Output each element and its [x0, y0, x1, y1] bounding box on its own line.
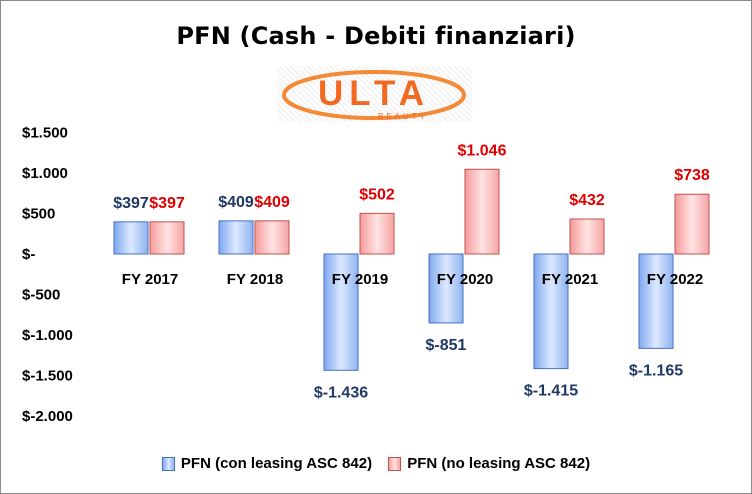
y-tick-label: $-2.000: [22, 408, 73, 425]
y-tick-label: $-1.500: [22, 368, 73, 385]
ulta-beauty-logo: ULTA BEAUTY: [277, 66, 472, 122]
data-labels: $397 $397 $409 $409 $-1.436 $502 $-851 $1.046 $-…: [113, 142, 710, 401]
category-label: FY 2018: [227, 271, 283, 288]
logo-subtitle: BEAUTY: [378, 112, 428, 121]
logo-wordmark: ULTA: [318, 74, 430, 113]
bar: [113, 221, 149, 255]
legend: PFN (con leasing ASC 842) PFN (no leasin…: [0, 455, 752, 475]
bar: [638, 253, 674, 349]
bar: [323, 253, 359, 371]
bar: [533, 253, 569, 370]
bar: [359, 212, 395, 255]
data-label: $397: [113, 195, 149, 212]
bars: [113, 168, 710, 371]
y-axis-tick-labels: $1.500 $1.000 $500 $- $-500 $-1.000 $-1.500 $-2…: [22, 125, 73, 426]
y-tick-label: $-1.000: [22, 327, 73, 344]
category-label: FY 2021: [542, 271, 598, 288]
bar: [674, 193, 710, 255]
bar: [218, 220, 254, 255]
legend-swatch-blue: [161, 456, 175, 471]
category-label: FY 2017: [122, 271, 178, 288]
y-tick-label: $-: [22, 246, 35, 263]
y-tick-label: $-500: [22, 287, 60, 304]
data-label: $-1.415: [524, 383, 578, 400]
data-label: $-851: [426, 337, 467, 354]
category-label: FY 2019: [332, 271, 388, 288]
bar: [149, 221, 185, 255]
legend-item-no-leasing: PFN (no leasing ASC 842): [388, 455, 590, 472]
bar: [254, 220, 290, 255]
y-tick-label: $1.500: [22, 125, 68, 142]
y-tick-label: $1.000: [22, 165, 68, 182]
data-label: $-1.436: [314, 384, 368, 401]
bar: [569, 218, 605, 255]
data-label: $409: [218, 194, 254, 211]
chart-title: PFN (Cash - Debiti finanziari): [176, 22, 576, 50]
bar: [428, 253, 464, 324]
data-label: $502: [359, 186, 395, 203]
category-label: FY 2020: [437, 271, 493, 288]
data-label: $432: [569, 192, 605, 209]
legend-swatch-red: [388, 456, 402, 471]
data-label: $409: [254, 194, 290, 211]
data-label: $738: [674, 167, 710, 184]
bar: [464, 168, 500, 255]
legend-item-con-leasing: PFN (con leasing ASC 842): [161, 455, 373, 472]
category-label: FY 2022: [647, 271, 703, 288]
data-label: $1.046: [458, 142, 507, 159]
data-label: $-1.165: [629, 362, 683, 379]
legend-label-con-leasing: PFN (con leasing ASC 842): [180, 455, 373, 472]
y-tick-label: $500: [22, 206, 55, 223]
legend-label-no-leasing: PFN (no leasing ASC 842): [407, 455, 591, 472]
data-label: $397: [149, 195, 185, 212]
category-labels: FY 2017 FY 2018 FY 2019 FY 2020 FY 2021 FY 20…: [122, 271, 703, 288]
